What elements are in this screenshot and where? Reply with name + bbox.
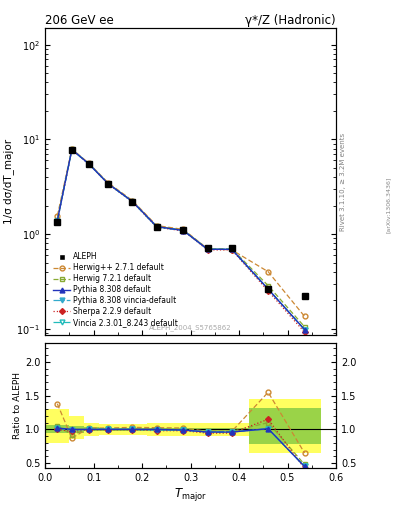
ALEPH [302, 293, 307, 300]
Herwig 7.2.1 default [154, 223, 159, 229]
Sherpa 2.2.9 default [130, 199, 135, 205]
Legend: ALEPH, Herwig++ 2.7.1 default, Herwig 7.2.1 default, Pythia 8.308 default, Pythi: ALEPH, Herwig++ 2.7.1 default, Herwig 7.… [52, 251, 180, 329]
Line: Sherpa 2.2.9 default: Sherpa 2.2.9 default [55, 147, 307, 334]
Pythia 8.308 default [70, 146, 74, 153]
Sherpa 2.2.9 default [86, 161, 91, 167]
Line: Pythia 8.308 default: Pythia 8.308 default [55, 147, 307, 332]
Pythia 8.308 default [205, 246, 210, 252]
Herwig 7.2.1 default [302, 324, 307, 330]
Herwig++ 2.7.1 default [181, 226, 186, 232]
Herwig 7.2.1 default [70, 146, 74, 153]
Sherpa 2.2.9 default [106, 181, 110, 187]
Sherpa 2.2.9 default [302, 329, 307, 335]
Sherpa 2.2.9 default [205, 247, 210, 253]
Pythia 8.308 vincia-default [130, 199, 135, 205]
Vincia 2.3.01_8.243 default [266, 286, 270, 292]
Pythia 8.308 default [266, 286, 270, 292]
Sherpa 2.2.9 default [230, 247, 234, 253]
Pythia 8.308 default [130, 199, 135, 205]
Pythia 8.308 vincia-default [106, 181, 110, 187]
X-axis label: $T_\mathrm{major}$: $T_\mathrm{major}$ [174, 486, 207, 503]
Text: [arXiv:1306.3436]: [arXiv:1306.3436] [386, 177, 391, 233]
Line: ALEPH: ALEPH [54, 146, 308, 300]
ALEPH [230, 245, 234, 251]
Pythia 8.308 vincia-default [302, 327, 307, 333]
Vincia 2.3.01_8.243 default [302, 327, 307, 333]
Vincia 2.3.01_8.243 default [86, 161, 91, 167]
Herwig++ 2.7.1 default [106, 180, 110, 186]
Sherpa 2.2.9 default [55, 218, 60, 224]
Pythia 8.308 vincia-default [154, 224, 159, 230]
Sherpa 2.2.9 default [266, 288, 270, 294]
Herwig 7.2.1 default [86, 161, 91, 167]
Herwig++ 2.7.1 default [86, 160, 91, 166]
Vincia 2.3.01_8.243 default [154, 224, 159, 230]
Y-axis label: 1/σ dσ/dT_major: 1/σ dσ/dT_major [3, 139, 14, 224]
Herwig++ 2.7.1 default [55, 213, 60, 219]
Vincia 2.3.01_8.243 default [55, 218, 60, 224]
Pythia 8.308 vincia-default [266, 286, 270, 292]
Vincia 2.3.01_8.243 default [70, 146, 74, 153]
Pythia 8.308 vincia-default [181, 227, 186, 233]
Herwig 7.2.1 default [230, 246, 234, 252]
Pythia 8.308 default [230, 246, 234, 252]
Line: Herwig++ 2.7.1 default: Herwig++ 2.7.1 default [55, 146, 307, 319]
Pythia 8.308 default [181, 227, 186, 233]
Pythia 8.308 vincia-default [230, 246, 234, 252]
Line: Vincia 2.3.01_8.243 default: Vincia 2.3.01_8.243 default [55, 147, 307, 332]
Herwig++ 2.7.1 default [266, 269, 270, 275]
Text: 206 GeV ee: 206 GeV ee [45, 14, 114, 27]
Herwig 7.2.1 default [181, 227, 186, 233]
Sherpa 2.2.9 default [154, 224, 159, 230]
ALEPH [86, 161, 91, 167]
Herwig++ 2.7.1 default [154, 223, 159, 229]
ALEPH [55, 219, 60, 225]
Vincia 2.3.01_8.243 default [106, 181, 110, 187]
Pythia 8.308 vincia-default [205, 246, 210, 252]
Pythia 8.308 default [106, 181, 110, 187]
Line: Pythia 8.308 vincia-default: Pythia 8.308 vincia-default [55, 147, 307, 332]
Herwig++ 2.7.1 default [302, 313, 307, 319]
Pythia 8.308 default [302, 327, 307, 333]
ALEPH [266, 286, 270, 292]
Line: Herwig 7.2.1 default: Herwig 7.2.1 default [55, 147, 307, 329]
Herwig++ 2.7.1 default [130, 198, 135, 204]
Pythia 8.308 vincia-default [70, 146, 74, 153]
Sherpa 2.2.9 default [70, 146, 74, 153]
Pythia 8.308 vincia-default [86, 161, 91, 167]
ALEPH [70, 146, 74, 153]
Text: γ*/Z (Hadronic): γ*/Z (Hadronic) [245, 14, 336, 27]
Text: ALEPH_2004_S5765862: ALEPH_2004_S5765862 [149, 324, 232, 331]
ALEPH [181, 227, 186, 233]
Vincia 2.3.01_8.243 default [130, 199, 135, 205]
Herwig 7.2.1 default [205, 246, 210, 252]
Y-axis label: Rivet 3.1.10, ≥ 3.2M events: Rivet 3.1.10, ≥ 3.2M events [340, 133, 346, 231]
Pythia 8.308 vincia-default [55, 218, 60, 224]
Herwig++ 2.7.1 default [230, 247, 234, 253]
ALEPH [106, 181, 110, 187]
Sherpa 2.2.9 default [181, 228, 186, 234]
Vincia 2.3.01_8.243 default [181, 227, 186, 233]
ALEPH [205, 245, 210, 251]
Pythia 8.308 default [154, 224, 159, 230]
Vincia 2.3.01_8.243 default [205, 246, 210, 252]
Y-axis label: Ratio to ALEPH: Ratio to ALEPH [13, 372, 22, 439]
Herwig 7.2.1 default [266, 283, 270, 289]
Pythia 8.308 default [86, 161, 91, 167]
Pythia 8.308 default [55, 218, 60, 224]
ALEPH [154, 224, 159, 230]
ALEPH [130, 199, 135, 205]
Herwig 7.2.1 default [106, 180, 110, 186]
Vincia 2.3.01_8.243 default [230, 246, 234, 252]
Herwig++ 2.7.1 default [205, 246, 210, 252]
Herwig++ 2.7.1 default [70, 146, 74, 152]
Herwig 7.2.1 default [55, 217, 60, 223]
Herwig 7.2.1 default [130, 198, 135, 204]
